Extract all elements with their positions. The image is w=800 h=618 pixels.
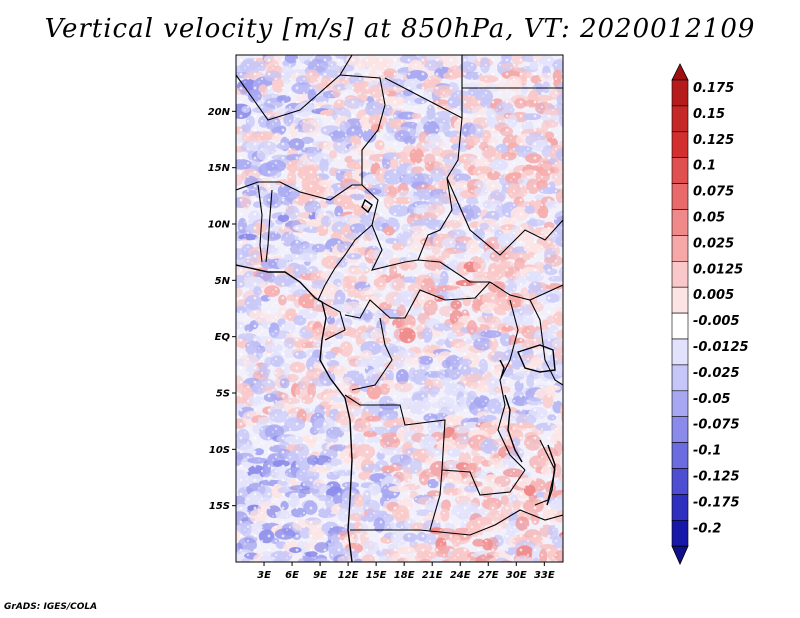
border-car-north [370, 224, 490, 283]
colorbar-level-label: -0.05 [693, 392, 730, 407]
lon-tick-label: 15E [366, 570, 387, 581]
colorbar-level-label: 0.0125 [693, 262, 743, 277]
colorbar-level-label: -0.005 [693, 314, 740, 329]
lat-tick-label: 15S [209, 501, 230, 512]
lon-tick-label: 33E [534, 570, 555, 581]
colorbar-level-label: 0.025 [693, 236, 734, 251]
colorbar-swatch [671, 338, 689, 366]
footer-credit: GrADS: IGES/COLA [4, 602, 98, 612]
colorbar-swatch [671, 416, 689, 443]
colorbar-level-label: -0.075 [693, 418, 740, 433]
colorbar-swatch [671, 235, 689, 262]
lat-tick-label: 10S [209, 445, 230, 456]
border-zambia-south [494, 509, 563, 526]
colorbar-level-label: -0.175 [693, 495, 740, 510]
colorbar-swatch [671, 390, 689, 417]
colorbar-level-label: 0.1 [693, 159, 716, 174]
colorbar-swatch [671, 260, 689, 288]
lat-tick-label: 5S [216, 389, 230, 400]
lat-tick-label: 10N [208, 220, 231, 231]
colorbar-swatch [671, 442, 689, 469]
lat-tick-label: 5N [215, 276, 231, 287]
coastlines [236, 198, 556, 562]
plot-title: Vertical velocity [m/s] at 850hPa, VT: 2… [44, 14, 756, 44]
colorbar-level-label: -0.0125 [693, 340, 749, 355]
colorbar-level-label: -0.025 [693, 366, 740, 381]
colorbar-level-label: 0.005 [693, 288, 734, 303]
border-niger-south [236, 181, 362, 201]
colorbar-level-label: -0.1 [693, 444, 721, 459]
lon-tick-label: 12E [338, 570, 359, 581]
colorbar-swatch [671, 312, 689, 340]
colorbar-level-label: 0.125 [693, 133, 734, 148]
colorbar-level-label: 0.15 [693, 107, 725, 122]
map-frame [235, 54, 564, 563]
colorbar-swatch [671, 286, 689, 314]
colorbar-swatch [671, 494, 689, 521]
lat-tick-label: 15N [208, 163, 231, 174]
colorbar-swatch [671, 183, 689, 210]
colorbar-swatch [671, 519, 689, 547]
colorbar-swatch [671, 131, 689, 159]
lake-kivu [499, 359, 505, 379]
border-congo-drc [351, 317, 393, 391]
border-nigeria-cameroon [317, 224, 373, 301]
colorbar-level-label: -0.125 [693, 470, 740, 485]
colorbar-max-arrow [671, 63, 689, 81]
border-angola-namibia [350, 524, 496, 536]
colorbar-swatch [671, 79, 689, 107]
lon-tick-label: 24E [450, 570, 471, 581]
lon-tick-label: 6E [285, 570, 299, 581]
lat-tick-label: 20N [208, 107, 231, 118]
border-cameroon-gabon [317, 299, 346, 341]
lon-tick-label: 27E [478, 570, 499, 581]
lake-victoria [517, 344, 556, 373]
border-car-congo [344, 281, 491, 319]
colorbar-swatch [671, 364, 689, 392]
latitude-axis: 20N 15N 10N 5N EQ 5S 10S 15S [208, 107, 236, 512]
colorbar-level-label: 0.075 [693, 185, 734, 200]
lon-tick-label: 21E [422, 570, 443, 581]
colorbar-level-label: 0.05 [693, 211, 725, 226]
colorbar-min-arrow [671, 545, 689, 566]
border-ssudan-south [489, 281, 563, 301]
border-angola-zambia [429, 469, 443, 531]
border-libya-niger [339, 74, 386, 106]
colorbar-swatch [671, 209, 689, 236]
border-togo [257, 184, 263, 263]
border-algeria-niger [236, 55, 353, 121]
longitude-axis: 3E 6E 9E 12E 15E 18E 21E 24E 27E 30E 33E [257, 562, 555, 581]
lake-malawi [546, 444, 556, 506]
border-tanzania [529, 299, 563, 386]
field-speckle [236, 55, 563, 562]
lon-tick-label: 18E [394, 570, 415, 581]
map-panel: 20N 15N 10N 5N EQ 5S 10S 15S 3E 6E 9E 12E 15E 18E 21E… [208, 54, 564, 581]
border-chad-sudan [417, 117, 463, 261]
colorbar-swatch [671, 468, 689, 495]
lon-tick-label: 9E [313, 570, 327, 581]
border-drc-angola [344, 394, 526, 496]
colorbar-level-label: 0.175 [693, 81, 734, 96]
border-niger-chad [361, 104, 386, 226]
border-benin-nigeria [265, 189, 273, 263]
lon-tick-label: 30E [506, 570, 527, 581]
coastline-west-africa [236, 264, 353, 562]
lake-tanganyika [504, 394, 523, 463]
lat-tick-label: EQ [215, 332, 231, 343]
colorbar-swatch [671, 105, 689, 133]
country-borders [236, 55, 563, 536]
colorbar: 0.175 0.15 0.125 0.1 0.075 0.05 0.025 0.0125 0.0… [671, 63, 749, 566]
border-sudan-ssudan [446, 177, 563, 256]
colorbar-level-label: -0.2 [693, 521, 721, 536]
border-drc-east [497, 299, 526, 471]
lon-tick-label: 3E [257, 570, 271, 581]
colorbar-swatch [671, 157, 689, 184]
border-malawi [534, 439, 556, 506]
lake-chad [361, 198, 373, 214]
